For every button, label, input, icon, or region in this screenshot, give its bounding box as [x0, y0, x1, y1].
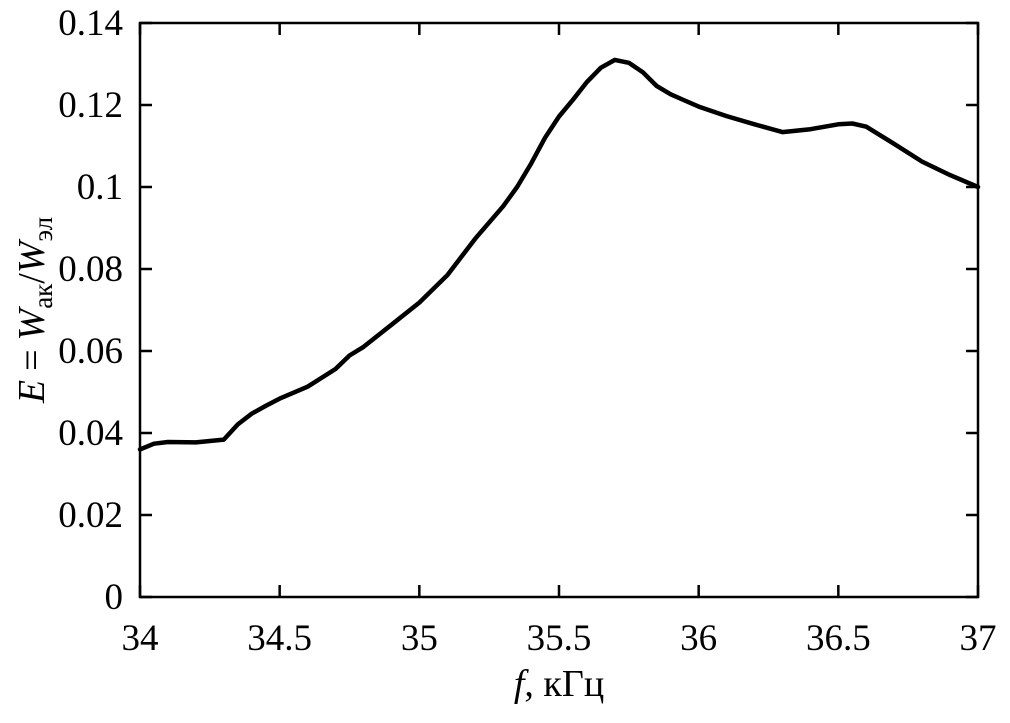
- y-tick-label: 0.08: [58, 249, 123, 290]
- x-tick-label: 36.5: [806, 618, 871, 659]
- x-tick-label: 36: [680, 618, 717, 659]
- w-electric-subscript: эл: [28, 217, 58, 242]
- y-axis-efficiency-symbol: E: [11, 380, 53, 404]
- x-axis-unit: , кГц: [524, 663, 604, 705]
- x-tick-label: 35: [401, 618, 438, 659]
- x-axis-title: f, кГц: [514, 663, 604, 705]
- y-axis-tick-labels: 0 0.02 0.04 0.06 0.08 0.1 0.12 0.14: [58, 3, 123, 618]
- y-tick-label: 0.02: [58, 495, 123, 536]
- y-axis-title: E=Wак/Wэл: [11, 217, 58, 404]
- x-tick-label: 34.5: [247, 618, 312, 659]
- plot-frame: [138, 21, 980, 599]
- axis-tick-marks: [138, 21, 980, 599]
- x-tick-label: 37: [960, 618, 997, 659]
- equals-sign: =: [11, 349, 53, 370]
- x-tick-label: 35.5: [527, 618, 592, 659]
- x-tick-label: 34: [122, 618, 159, 659]
- slash-sign: /: [11, 273, 53, 284]
- y-tick-label: 0.1: [77, 167, 123, 208]
- x-axis-tick-labels: 34 34.5 35 35.5 36 36.5 37: [122, 618, 997, 659]
- y-tick-label: 0: [105, 577, 124, 618]
- y-tick-label: 0.04: [58, 413, 123, 454]
- y-tick-label: 0.12: [58, 85, 123, 126]
- w-electric-symbol: W: [11, 238, 53, 273]
- y-tick-label: 0.14: [58, 3, 123, 44]
- w-acoustic-subscript: ак: [28, 283, 58, 309]
- data-curve: [137, 57, 981, 452]
- y-tick-label: 0.06: [58, 331, 123, 372]
- w-acoustic-symbol: W: [11, 305, 53, 340]
